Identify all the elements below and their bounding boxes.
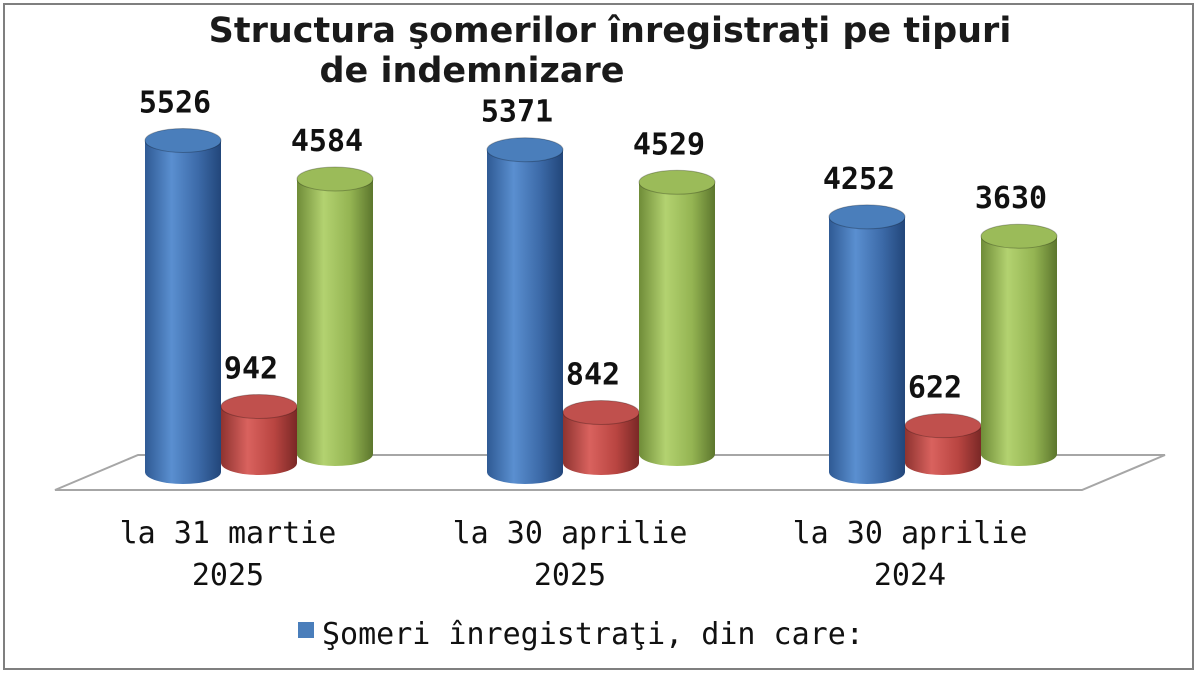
bars-group: 5526 942 4584 5371 842 4529 4252 622 3630 <box>139 85 1058 485</box>
bar-s3-c2-body <box>639 182 715 466</box>
bar-s2-c1-top <box>220 393 298 419</box>
category-label-2-line-2: 2025 <box>534 558 606 593</box>
category-label-2-line-1: la 30 aprilie <box>453 516 688 551</box>
category-label-3-line-1: la 30 aprilie <box>793 516 1028 551</box>
value-label-s3-c2: 4529 <box>633 127 705 162</box>
bar-s3-c1-body <box>297 178 373 466</box>
value-label-s2-c3: 622 <box>908 371 962 406</box>
bar-s3-c3-body <box>981 236 1057 466</box>
value-label-s2-c1: 942 <box>224 351 278 386</box>
category-label-1-line-2: 2025 <box>192 558 264 593</box>
bar-s3-c3-top <box>980 223 1058 249</box>
bar-s2-c3-body <box>905 425 981 475</box>
category-label-3-line-2: 2024 <box>874 558 946 593</box>
bar-s2-c3-top <box>904 413 982 439</box>
value-label-s3-c3: 3630 <box>975 181 1047 216</box>
value-label-s3-c1: 4584 <box>291 124 363 159</box>
value-label-s2-c2: 842 <box>566 357 620 392</box>
bar-s3-c2-top <box>638 169 716 195</box>
bar-s2-c2-body <box>563 412 639 475</box>
bar-s1-c1-top <box>144 127 222 153</box>
chart-title-line-2: de indemnizare <box>319 51 624 91</box>
bar-s1-c2-body <box>487 149 563 485</box>
legend-swatch <box>298 622 314 638</box>
bar-s1-c1-body <box>145 140 221 484</box>
value-label-s1-c1: 5526 <box>139 85 211 120</box>
value-label-s1-c2: 5371 <box>481 95 553 130</box>
value-label-s1-c3: 4252 <box>823 162 895 197</box>
bar-s1-c3-top <box>828 204 906 230</box>
bar-s3-c1-top <box>296 166 374 192</box>
legend-label: Şomeri înregistraţi, din care: <box>322 617 864 652</box>
bar-s2-c1-body <box>221 406 297 475</box>
bar-s1-c2-top <box>486 137 564 163</box>
bar-s2-c2-top <box>562 399 640 425</box>
category-label-1-line-1: la 31 martie <box>120 516 337 551</box>
bar-s1-c3-body <box>829 216 905 484</box>
chart-title-line-1: Structura şomerilor înregistraţi pe tipu… <box>209 11 1012 51</box>
chart-frame <box>3 3 1194 670</box>
